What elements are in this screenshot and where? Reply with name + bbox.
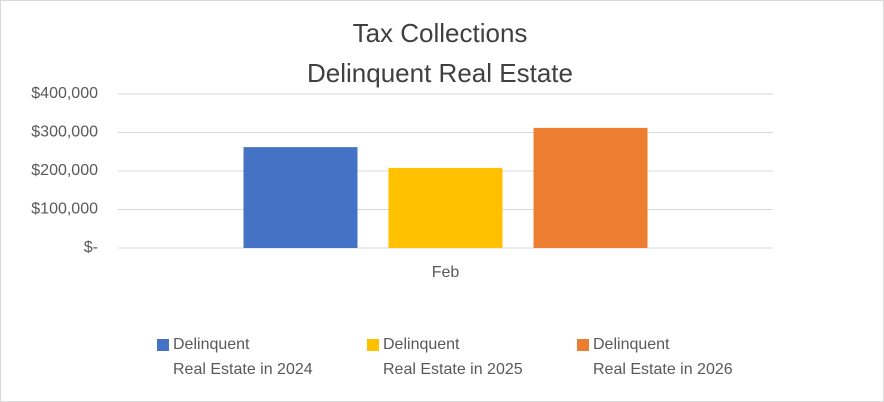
legend-label: Delinquent Real Estate in 2025 [383, 336, 523, 378]
legend-label: Delinquent Real Estate in 2024 [173, 336, 313, 378]
y-tick-label: $300,000 [31, 124, 98, 141]
bar [388, 167, 503, 248]
legend-swatch [157, 339, 169, 351]
bar [243, 147, 358, 248]
y-tick-label: $400,000 [31, 85, 98, 102]
chart-title: Tax Collections [353, 18, 528, 48]
y-tick-label: $100,000 [31, 201, 98, 218]
x-tick-label: Feb [432, 264, 460, 281]
y-tick-label: $- [84, 239, 98, 256]
bar [533, 127, 648, 248]
legend-swatch [367, 339, 379, 351]
legend-swatch [577, 339, 589, 351]
chart-subtitle: Delinquent Real Estate [307, 58, 573, 88]
legend-label: Delinquent Real Estate in 2026 [593, 336, 733, 378]
y-tick-label: $200,000 [31, 162, 98, 179]
